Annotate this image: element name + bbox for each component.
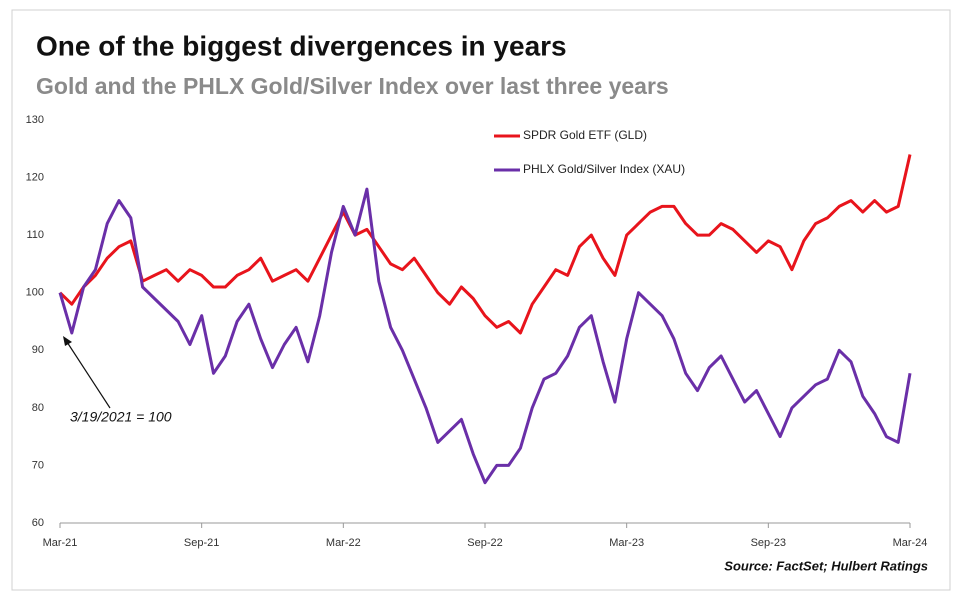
x-tick-label: Sep-23 — [751, 537, 786, 549]
chart-subtitle: Gold and the PHLX Gold/Silver Index over… — [36, 73, 669, 99]
y-tick-label: 120 — [26, 171, 44, 183]
y-tick-label: 110 — [26, 229, 44, 241]
legend-label: PHLX Gold/Silver Index (XAU) — [523, 162, 685, 176]
annotation-arrow — [66, 341, 111, 409]
y-tick-label: 130 — [26, 114, 44, 126]
annotation: 3/19/2021 = 100 — [70, 409, 172, 425]
series-line — [58, 187, 912, 485]
chart-frame — [11, 9, 951, 591]
x-tick-label: Mar-24 — [893, 537, 928, 549]
y-tick-label: 100 — [26, 287, 44, 299]
x-tick-label: Sep-21 — [184, 537, 219, 549]
x-tick-label: Mar-21 — [43, 537, 78, 549]
x-tick-label: Mar-22 — [326, 537, 361, 549]
annotation-arrowhead — [63, 336, 72, 346]
y-tick-label: 80 — [32, 402, 44, 414]
x-tick-label: Sep-22 — [467, 537, 502, 549]
legend-label: SPDR Gold ETF (GLD) — [523, 128, 647, 142]
series-line — [58, 154, 912, 335]
y-tick-label: 60 — [32, 517, 44, 529]
y-tick-label: 90 — [32, 344, 44, 356]
x-tick-label: Mar-23 — [609, 537, 644, 549]
chart-title: One of the biggest divergences in years — [36, 30, 567, 61]
source: Source: FactSet; Hulbert Ratings — [724, 558, 928, 573]
y-tick-label: 70 — [32, 459, 44, 471]
